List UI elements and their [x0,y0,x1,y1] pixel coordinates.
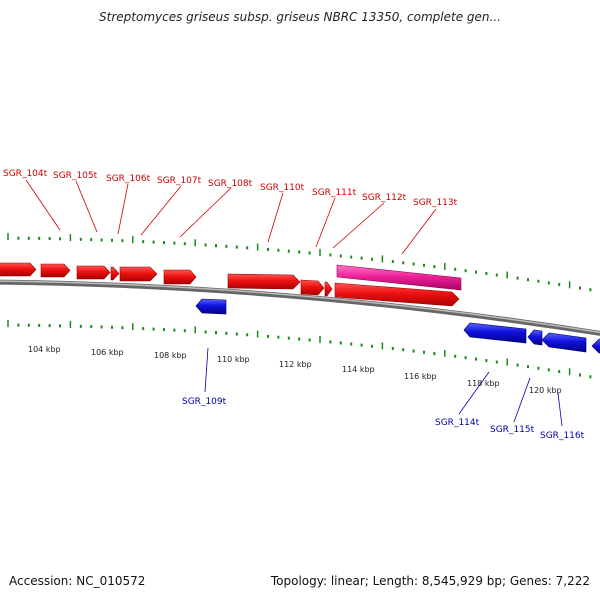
leader-line [179,187,232,238]
scale-label: 112 kbp [279,360,312,369]
highlighted-gene-arrow[interactable] [336,264,462,291]
leader-line [332,202,385,249]
leader-line [75,180,98,233]
scale-label: 106 kbp [91,348,124,357]
leader-line [458,371,490,415]
gene-arrow[interactable] [227,273,301,290]
scale-label: 104 kbp [28,345,61,354]
leader-line [204,347,209,393]
leader-line [315,197,336,248]
gene-label[interactable]: SGR_108t [208,179,253,189]
gene-label[interactable]: SGR_109t [182,397,227,407]
gene-arrow[interactable] [40,263,71,278]
gene-arrow[interactable] [163,269,197,285]
gene-label[interactable]: SGR_105t [53,171,98,181]
scale-label: 120 kbp [529,386,562,395]
reverse-strand-genes [195,298,600,354]
gene-label[interactable]: SGR_116t [540,431,585,441]
gene-arrow[interactable] [119,266,158,282]
leader-line [117,183,129,235]
map-title: Streptomyces griseus subsp. griseus NBRC… [99,10,501,24]
gene-label[interactable]: SGR_115t [490,425,535,435]
scale-labels: 104 kbp 106 kbp 108 kbp 110 kbp 112 kbp … [28,345,562,395]
gene-label[interactable]: SGR_106t [106,174,151,184]
gene-arrow[interactable] [527,329,543,346]
scale-label: 108 kbp [154,351,187,360]
gene-arrow[interactable] [300,279,325,296]
genome-summary-text: Topology: linear; Length: 8,545,929 bp; … [270,574,590,588]
gene-label[interactable]: SGR_107t [157,176,202,186]
accession-text: Accession: NC_010572 [9,574,146,588]
forward-strand-genes [0,262,462,307]
gene-label[interactable]: SGR_104t [3,169,48,179]
leader-line [557,392,563,427]
gene-arrow[interactable] [463,322,527,344]
reverse-gene-labels: SGR_109t SGR_114t SGR_115t SGR_116t [182,347,585,441]
gene-arrow[interactable] [76,265,111,280]
leader-line [267,192,284,243]
leader-line [140,185,182,236]
gene-label[interactable]: SGR_114t [435,418,480,428]
scale-label: 118 kbp [467,379,500,388]
reverse-tick-ruler [7,320,592,379]
gene-label[interactable]: SGR_110t [260,183,305,193]
gene-arrow[interactable] [0,262,37,277]
forward-gene-labels: SGR_104t SGR_105t SGR_106t SGR_107t SGR_… [3,169,458,255]
scale-label: 110 kbp [217,355,250,364]
leader-line [513,377,531,423]
gene-arrow[interactable] [324,281,333,297]
gene-arrow[interactable] [541,332,587,353]
gene-arrow[interactable] [195,298,227,315]
forward-tick-ruler [7,233,592,292]
scale-label: 116 kbp [404,372,437,381]
leader-line [25,179,61,231]
gene-arrow[interactable] [110,266,120,281]
gene-label[interactable]: SGR_113t [413,198,458,208]
genome-backbone [0,279,600,336]
leader-line [401,208,437,255]
gene-label[interactable]: SGR_112t [362,193,407,203]
gene-arrow[interactable] [334,282,460,307]
scale-label: 114 kbp [342,365,375,374]
gene-arrow[interactable] [591,338,600,354]
genome-backbone-highlight [0,280,600,334]
gene-label[interactable]: SGR_111t [312,188,357,198]
